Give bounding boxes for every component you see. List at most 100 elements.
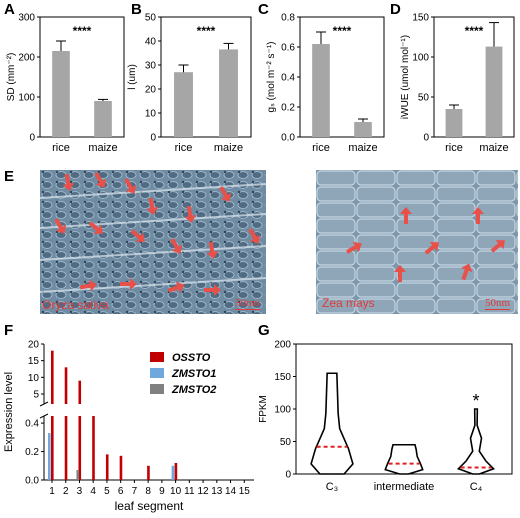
- stoma-arrow-head: [346, 241, 362, 254]
- stoma-arrow: [248, 228, 261, 244]
- bar-OSSTO-4-lower: [92, 416, 95, 480]
- x-tick-label: 7: [132, 486, 138, 497]
- stoma-arrow: [130, 229, 145, 242]
- stoma-arrow: [54, 218, 67, 234]
- bar-rice: [312, 44, 330, 137]
- y-tick-label: 200: [18, 53, 35, 64]
- x-tick-label: 11: [184, 486, 195, 497]
- axis-break-mark: [39, 401, 49, 407]
- violin-2: [456, 408, 496, 475]
- y-tick-label: 0: [150, 133, 156, 144]
- y-tick-label: 0.0: [281, 133, 295, 144]
- x-tick-label: 5: [104, 486, 110, 497]
- y-tick-label: 10: [28, 373, 40, 384]
- stoma-arrow: [394, 265, 406, 282]
- plot-frame: [295, 343, 513, 475]
- y-tick-label: 0.2: [281, 103, 295, 114]
- bar-maize: [94, 101, 112, 137]
- bar-rice: [445, 109, 463, 137]
- bar-maize: [219, 49, 238, 137]
- y-tick-label: 0.2: [25, 447, 39, 458]
- bar-maize: [354, 122, 372, 137]
- y-tick-label: 10: [145, 109, 157, 120]
- panel-letter-f: F: [4, 322, 14, 339]
- legend-swatch-ZMSTO2: [150, 384, 164, 394]
- scale-bar-maize: 50nm: [484, 297, 510, 310]
- stoma-arrow-head: [472, 207, 484, 224]
- bar-ZMSTO1-10: [171, 465, 175, 480]
- axis-break-mark: [39, 413, 49, 419]
- scale-bar-maize-label: 50nm: [484, 297, 510, 309]
- x-tick-label: 1: [49, 486, 55, 497]
- micrograph-maize-image: [316, 170, 518, 314]
- bar-OSSTO-1-lower: [51, 416, 54, 480]
- significance-star: *: [472, 391, 479, 411]
- x-tick-label: maize: [348, 142, 377, 154]
- bar-OSSTO-10: [174, 462, 178, 480]
- bar-OSSTO-3-lower: [78, 416, 82, 480]
- micrograph-maize: Zea mays 50nm: [316, 170, 518, 314]
- stoma-arrow-head: [130, 229, 145, 242]
- stoma-arrow-head: [120, 278, 137, 290]
- y-tick-label: 100: [412, 53, 429, 64]
- y-tick-label: 5: [33, 390, 39, 401]
- stoma-arrow-head: [490, 240, 505, 253]
- panel-letter-g: G: [258, 322, 270, 339]
- scale-bar-rice: 50nm: [234, 297, 260, 310]
- bar-OSSTO-1-upper: [51, 350, 54, 404]
- stoma-arrow-head: [88, 221, 103, 234]
- y-tick-label: 200: [274, 340, 291, 351]
- violin-1: [384, 443, 424, 475]
- bar-OSSTO-2-upper: [64, 367, 68, 404]
- stoma-arrow-head: [461, 263, 473, 281]
- legend-swatch-OSSTO: [150, 352, 164, 362]
- significance-label: ****: [73, 24, 92, 38]
- stoma-arrow-head: [124, 178, 137, 194]
- stoma-arrow: [120, 278, 137, 290]
- panel-letter-c: C: [258, 1, 269, 18]
- x-tick-label: rice: [52, 142, 70, 154]
- y-tick-label: 150: [412, 13, 429, 24]
- x-tick-label: rice: [175, 142, 193, 154]
- y-tick-label: 0.0: [25, 476, 39, 487]
- bar-OSSTO-2-lower: [64, 416, 68, 480]
- stoma-arrow: [146, 197, 159, 215]
- stoma-arrow-head: [204, 284, 221, 296]
- y-tick-label: 40: [145, 37, 157, 48]
- stoma-arrow-head: [219, 186, 232, 202]
- stoma-arrow-head: [424, 242, 439, 255]
- stoma-arrow: [184, 205, 197, 223]
- y-tick-label: 0.8: [281, 13, 295, 24]
- x-tick-label: maize: [88, 142, 117, 154]
- stoma-arrow: [472, 207, 484, 224]
- panel-letter-a: A: [4, 1, 15, 18]
- x-tick-label: 9: [159, 486, 165, 497]
- significance-label: ****: [333, 24, 352, 38]
- stoma-arrow-head: [146, 197, 159, 215]
- y-tick-label: 20: [28, 340, 40, 351]
- bar-OSSTO-6: [119, 455, 123, 480]
- violin-0: [310, 372, 354, 475]
- significance-label: ****: [465, 24, 484, 38]
- x-tick-label: maize: [479, 142, 508, 154]
- x-tick-label: 6: [118, 486, 124, 497]
- y-axis-label: Expression level: [3, 372, 15, 452]
- y-tick-label: 100: [18, 93, 35, 104]
- stoma-arrow-head: [206, 241, 219, 259]
- x-tick-label: 2: [63, 486, 69, 497]
- x-tick-label: intermediate: [374, 481, 435, 493]
- stomata-rows: [40, 183, 266, 293]
- stoma-arrow: [461, 263, 473, 281]
- x-axis-label: leaf segment: [115, 499, 184, 513]
- bar-OSSTO-8: [147, 465, 150, 480]
- stoma-arrow: [424, 242, 439, 255]
- stoma-arrow: [170, 238, 183, 254]
- bar-ZMSTO2-3: [76, 470, 80, 480]
- chart-b: 0 10 20 30 40 50 l (um) rice maize ****: [127, 13, 252, 154]
- y-tick-label: 0: [29, 133, 35, 144]
- x-tick-label: rice: [445, 142, 463, 154]
- plot-frame: [160, 16, 252, 138]
- x-tick-label: 13: [211, 486, 223, 497]
